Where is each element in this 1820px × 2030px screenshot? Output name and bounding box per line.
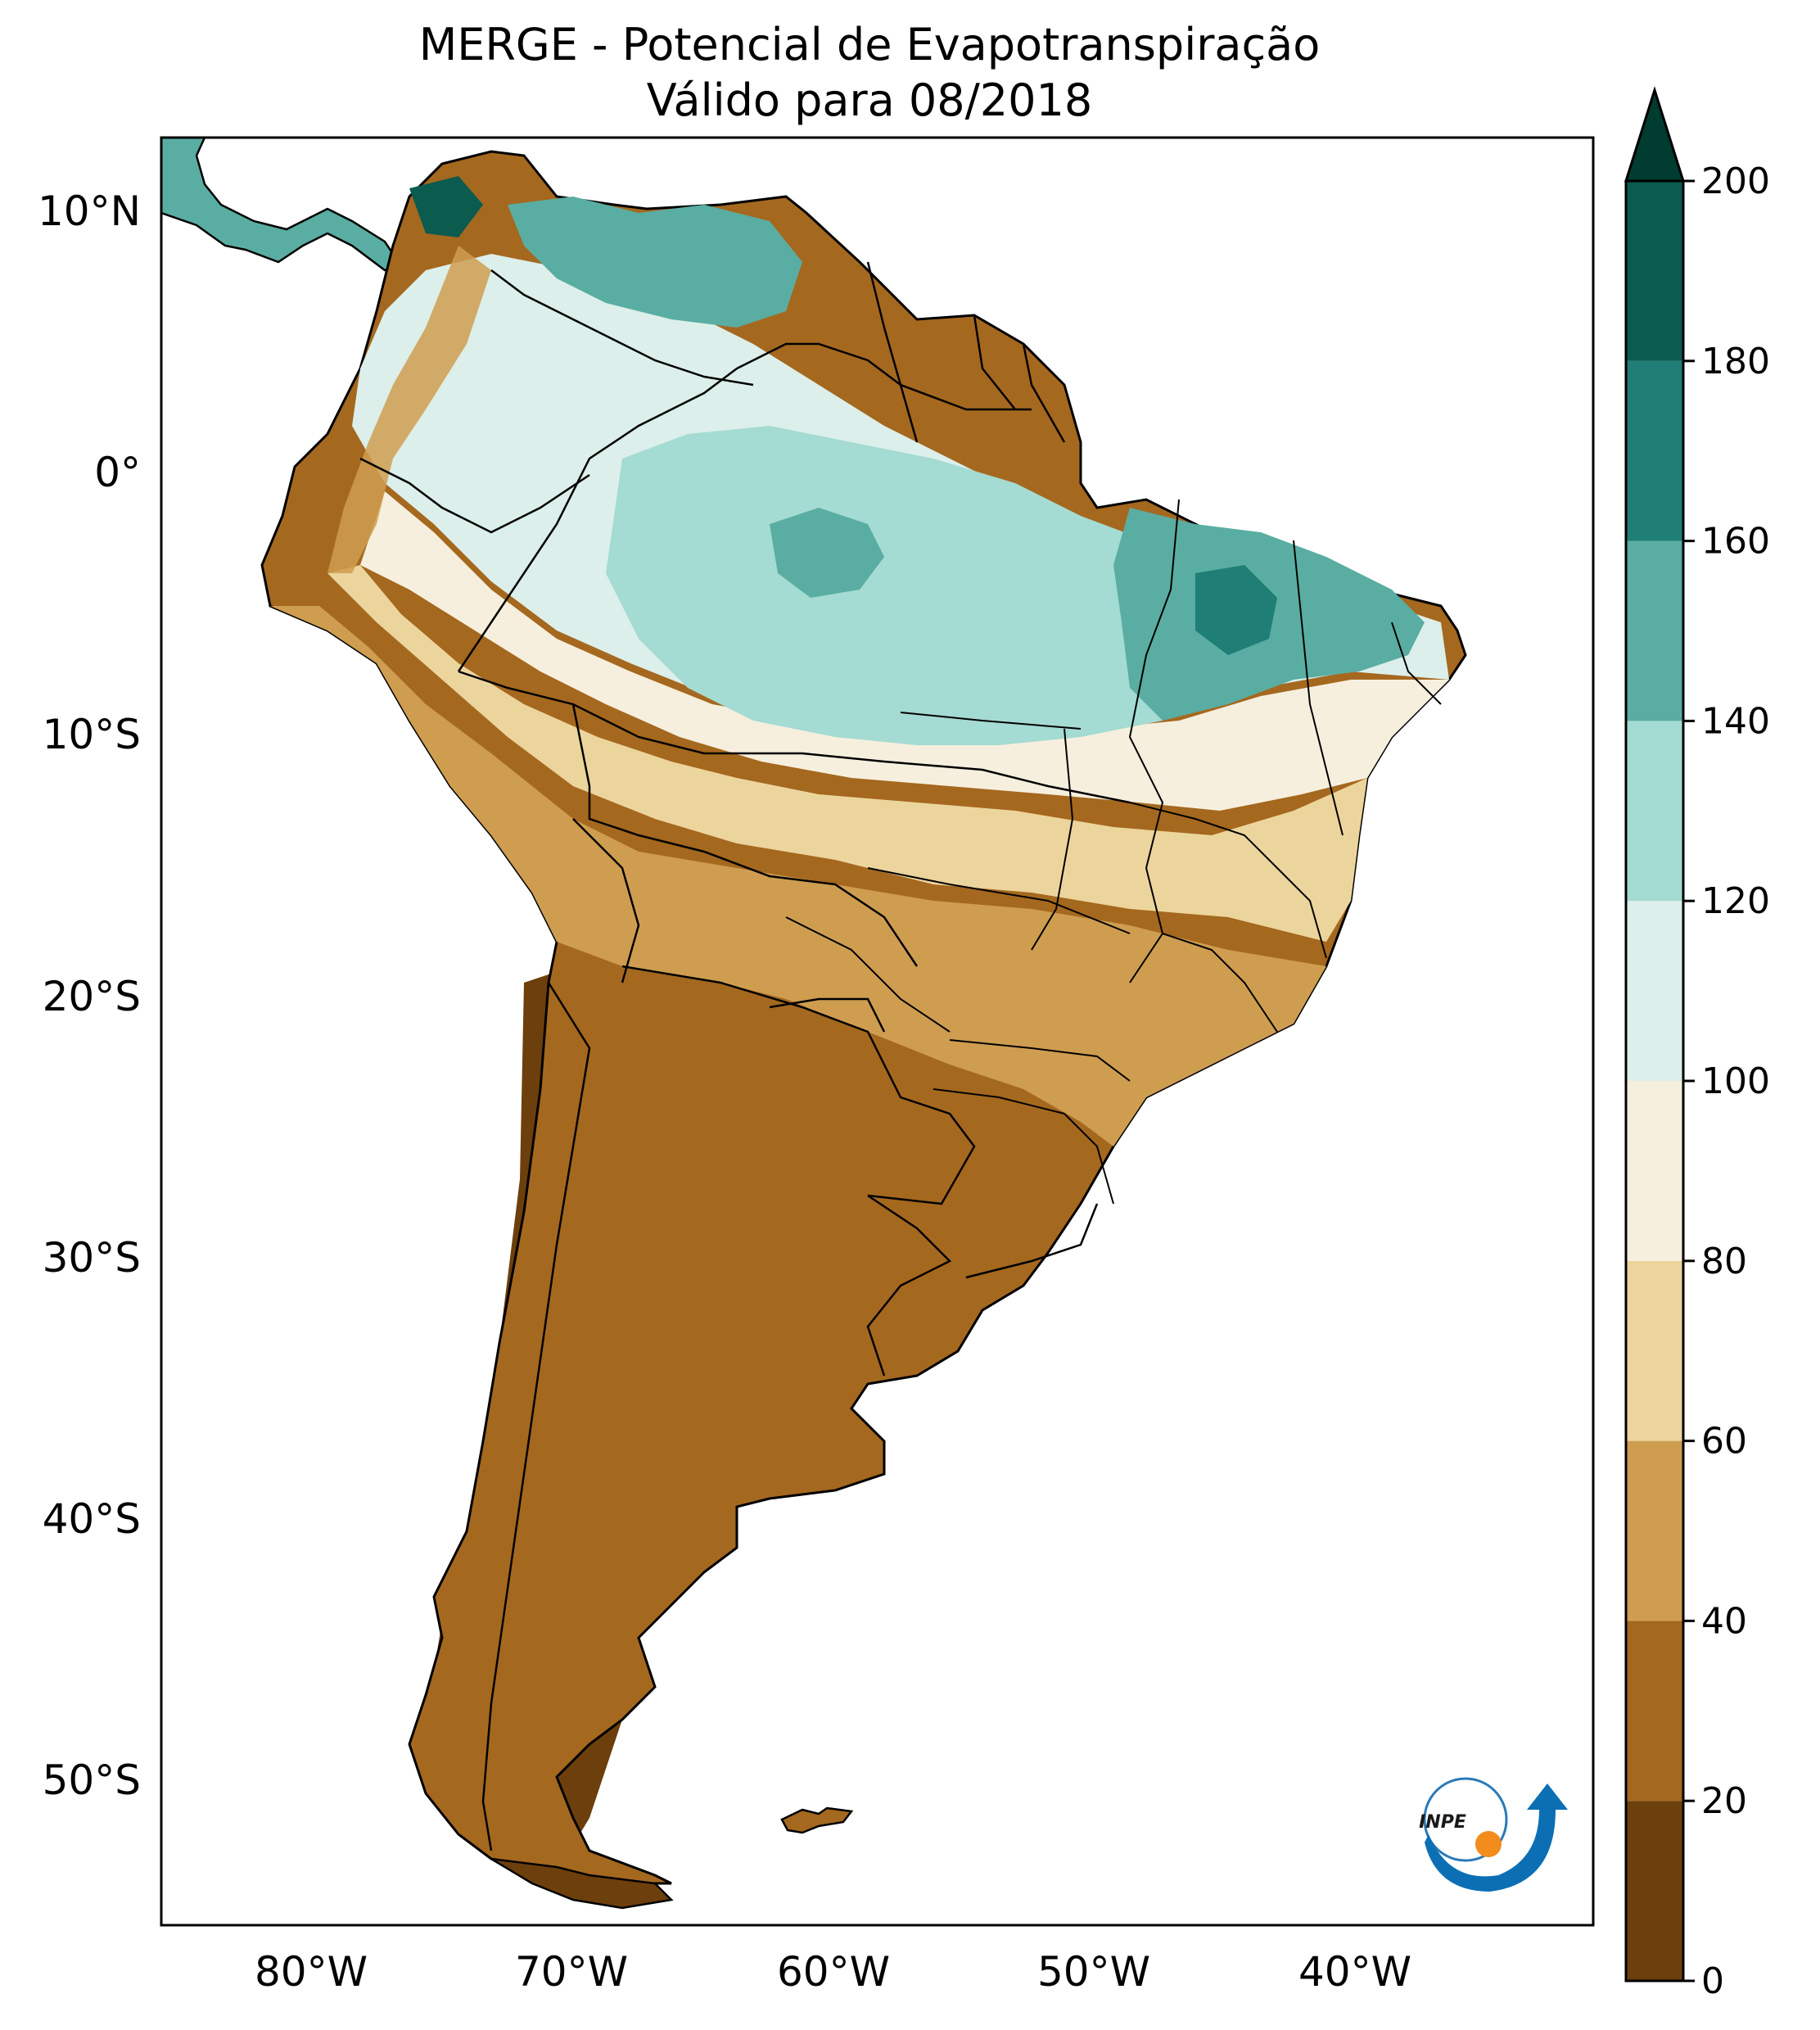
colorbar-bin <box>1626 1440 1683 1621</box>
land-80-100 <box>360 491 1449 811</box>
colorbar-tick-label: 20 <box>1701 1780 1747 1822</box>
colorbar-extend-arrow <box>1624 86 1686 183</box>
andes-strip <box>327 246 491 573</box>
colorbar-tick-label: 100 <box>1701 1060 1770 1102</box>
lat-tick-label: 0° <box>94 449 141 496</box>
map-panel <box>161 138 1593 1925</box>
inpe-logo-arrow-icon <box>1425 1784 1568 1892</box>
longitude-axis: 80°W 70°W 60°W 50°W 40°W <box>255 1948 1411 1996</box>
lat-tick-label: 50°S <box>43 1756 141 1804</box>
colorbar-bin <box>1626 181 1683 361</box>
colorbar-bin <box>1626 1621 1683 1802</box>
lon-tick-label: 70°W <box>515 1948 628 1996</box>
land-180-200 <box>409 176 483 237</box>
inpe-logo-text: INPE <box>1419 1812 1466 1833</box>
land-60-80 <box>327 565 1367 942</box>
colorbar-tick-label: 120 <box>1701 880 1770 922</box>
colorbar-bin <box>1626 1081 1683 1261</box>
latitude-axis: 10°N 0° 10°S 20°S 30°S 40°S 50°S <box>38 188 141 1804</box>
colorbar-tick-label: 80 <box>1701 1241 1747 1282</box>
colorbar-tick-label: 0 <box>1701 1960 1724 2002</box>
land-140-160-center <box>770 508 884 598</box>
colorbar-bin <box>1626 360 1683 541</box>
falkland-islands <box>780 1806 854 1834</box>
colorbar-tick-label: 60 <box>1701 1421 1747 1463</box>
tierra-del-fuego <box>490 1857 674 1910</box>
inpe-logo-dot-icon <box>1475 1831 1502 1857</box>
lon-tick-label: 80°W <box>255 1948 368 1996</box>
lon-tick-label: 60°W <box>777 1948 890 1996</box>
land-160-180 <box>1195 565 1277 655</box>
colorbar-tick-label: 180 <box>1701 341 1770 382</box>
lon-tick-label: 50°W <box>1037 1948 1150 1996</box>
country-borders <box>359 261 1131 1851</box>
central-america-land <box>161 138 404 272</box>
land-140-160-north <box>508 197 802 328</box>
map-frame <box>160 136 1595 1927</box>
lat-tick-label: 20°S <box>43 973 141 1020</box>
colorbar-tick-label: 140 <box>1701 700 1770 742</box>
colorbar-bin <box>1626 1801 1683 1981</box>
colorbar-bin <box>1626 540 1683 721</box>
state-borders <box>785 499 1442 1205</box>
land-40-60 <box>270 606 1326 1146</box>
lat-tick-label: 10°S <box>43 711 141 758</box>
colorbar-tick-label: 160 <box>1701 521 1770 563</box>
colorbar-bin <box>1626 721 1683 902</box>
map-title-line-1: MERGE - Potencial de Evapotranspiração <box>419 19 1321 70</box>
colorbar-tick-label: 200 <box>1701 161 1770 202</box>
map-title-line-2: Válido para 08/2018 <box>647 75 1092 126</box>
colorbar-bin <box>1626 1260 1683 1441</box>
lat-tick-label: 40°S <box>43 1495 141 1543</box>
inpe-logo: INPE <box>1419 1777 1568 1892</box>
lat-tick-label: 30°S <box>43 1234 141 1282</box>
inpe-logo-outline <box>1423 1777 1508 1862</box>
colorbar-bin <box>1626 901 1683 1081</box>
lon-tick-label: 40°W <box>1298 1948 1411 1996</box>
colorbar-tick-label: 40 <box>1701 1600 1747 1642</box>
colorbar: 0 20 40 60 80 100 120 140 160 180 200 <box>1624 86 1770 2002</box>
lat-tick-label: 10°N <box>38 188 141 235</box>
